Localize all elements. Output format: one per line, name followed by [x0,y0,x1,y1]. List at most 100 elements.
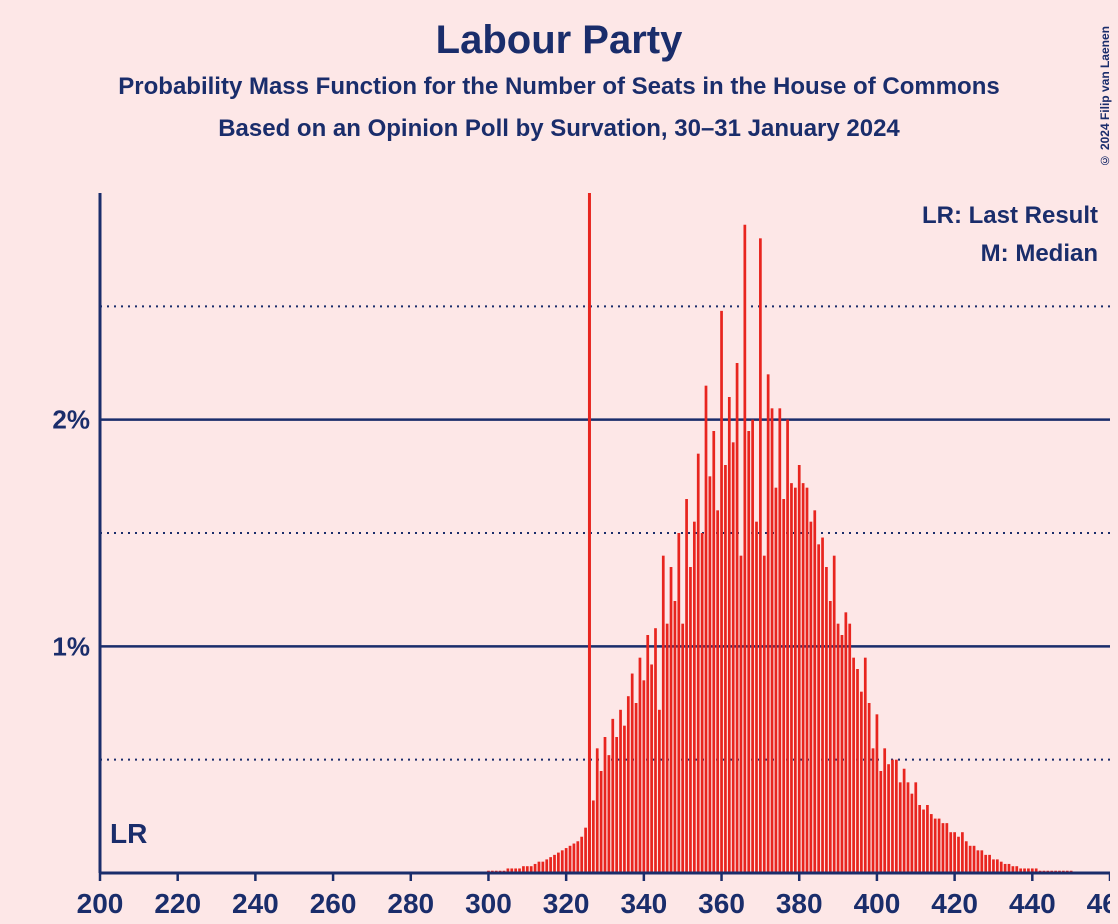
pmf-bar [922,810,925,873]
pmf-bar [608,755,611,873]
x-tick-label: 420 [931,888,978,919]
pmf-bar [576,841,579,873]
pmf-bar [642,680,645,873]
pmf-bar [600,771,603,873]
pmf-bar [650,664,653,873]
x-tick-label: 460 [1087,888,1110,919]
pmf-bar [957,837,960,873]
pmf-bar [887,764,890,873]
pmf-bar [903,769,906,873]
pmf-bar [541,862,544,873]
x-tick-label: 260 [310,888,357,919]
pmf-bar [918,805,921,873]
pmf-bar [973,846,976,873]
pmf-bar [841,635,844,873]
x-tick-label: 300 [465,888,512,919]
pmf-bar [775,488,778,873]
pmf-bar [720,311,723,873]
pmf-bar [646,635,649,873]
pmf-bar [693,522,696,873]
pmf-bar [736,363,739,873]
pmf-bar [864,658,867,873]
pmf-bar [592,800,595,873]
pmf-bar [860,692,863,873]
pmf-bar [961,832,964,873]
pmf-bar [969,846,972,873]
pmf-bar [732,442,735,873]
pmf-bar [907,782,910,873]
pmf-bar [996,859,999,873]
pmf-bar [549,857,552,873]
x-tick-label: 440 [1009,888,1056,919]
pmf-bar [677,533,680,873]
pmf-bar [751,420,754,873]
pmf-bar [806,488,809,873]
pmf-bar [988,855,991,873]
pmf-bar [658,710,661,873]
pmf-bar [604,737,607,873]
pmf-bar [868,703,871,873]
pmf-bar [852,658,855,873]
pmf-bar [817,544,820,873]
pmf-bar [767,374,770,873]
pmf-bar [965,841,968,873]
pmf-bar [623,726,626,873]
y-tick-label: 1% [52,631,90,661]
pmf-bar [685,499,688,873]
pmf-bar [740,556,743,873]
x-tick-label: 320 [543,888,590,919]
pmf-bar [666,624,669,873]
pmf-bar [876,714,879,873]
pmf-bar [949,832,952,873]
legend-lr: LR: Last Result [922,202,1098,229]
pmf-bar [709,476,712,873]
pmf-bar [984,855,987,873]
pmf-bar [561,850,564,873]
pmf-bar [848,624,851,873]
pmf-bar [596,748,599,873]
pmf-bar [712,431,715,873]
chart-subtitle-1: Probability Mass Function for the Number… [0,73,1118,101]
pmf-bar [980,850,983,873]
pmf-bar [914,782,917,873]
chart-title: Labour Party [0,18,1118,63]
pmf-bar [619,710,622,873]
pmf-bar [821,538,824,873]
pmf-bar [926,805,929,873]
pmf-bar [771,408,774,873]
pmf-bar [945,823,948,873]
pmf-bar [615,737,618,873]
pmf-bar [627,696,630,873]
pmf-bar [802,483,805,873]
pmf-bar [934,819,937,873]
pmf-bar [883,748,886,873]
pmf-bar [689,567,692,873]
pmf-bar [743,225,746,873]
pmf-bar [794,488,797,873]
pmf-bar [790,483,793,873]
pmf-bar [1000,862,1003,873]
pmf-bar [681,624,684,873]
x-tick-label: 220 [154,888,201,919]
pmf-bar [654,628,657,873]
pmf-bar [977,850,980,873]
pmf-bar [810,522,813,873]
pmf-bar [538,862,541,873]
chart-container: 1%2%200220240260280300320340360380400420… [30,193,1110,924]
pmf-bar [728,397,731,873]
x-tick-label: 360 [698,888,745,919]
pmf-bar [565,848,568,873]
pmf-bar [798,465,801,873]
pmf-bar [778,408,781,873]
pmf-bar [755,522,758,873]
pmf-bar [953,832,956,873]
pmf-bar [782,499,785,873]
pmf-bar [635,703,638,873]
pmf-bar [992,859,995,873]
pmf-bar [580,837,583,873]
pmf-bar [856,669,859,873]
pmf-bar [938,819,941,873]
pmf-bar [557,853,560,873]
copyright-label: © 2024 Filip van Laenen [1098,26,1112,167]
pmf-bar [716,510,719,873]
